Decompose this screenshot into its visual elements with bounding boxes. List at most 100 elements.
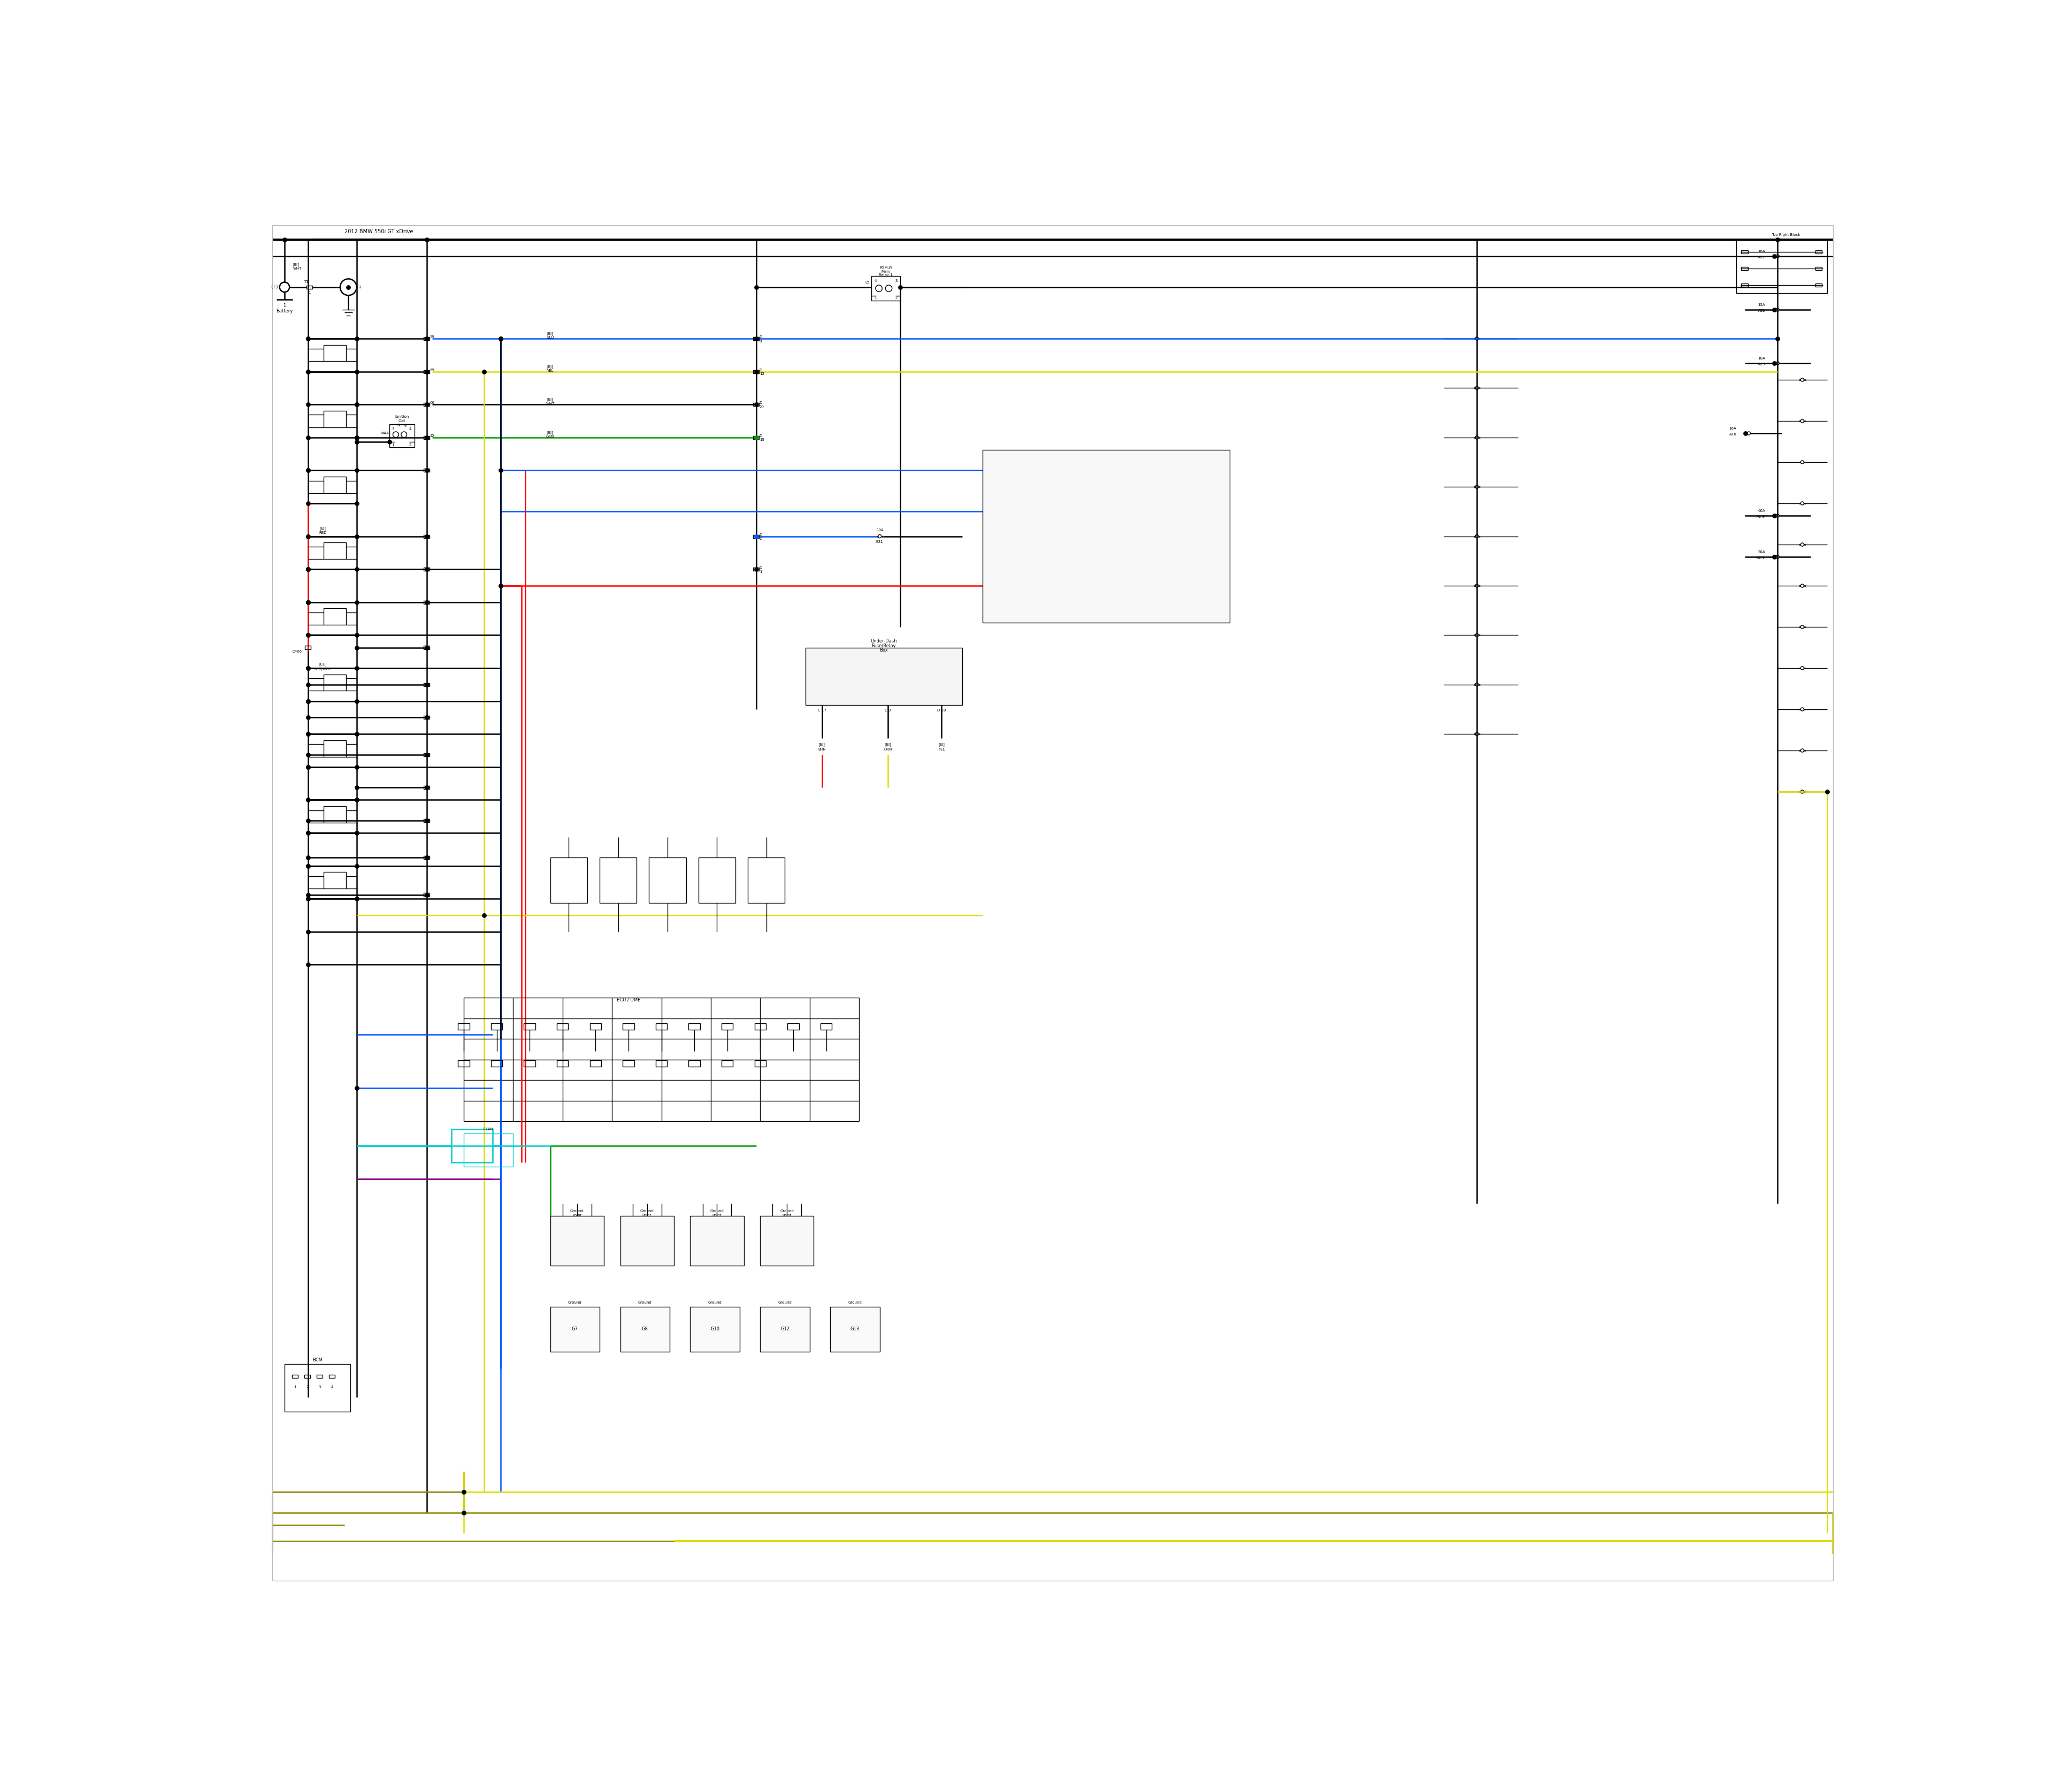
Point [292,753,325,781]
Text: Main: Main [881,271,889,274]
Text: Ground: Ground [711,1210,723,1213]
Point [411,844,444,873]
Text: 16A: 16A [1758,249,1764,253]
Bar [649,858,686,903]
Point [341,391,374,419]
Point [341,324,374,353]
Text: G1: G1 [357,285,362,289]
Point [1758,502,1791,530]
Text: 10A: 10A [875,529,883,532]
Point [292,588,325,616]
Point [292,457,325,486]
Point [292,740,325,769]
Bar [325,806,347,823]
Point [411,880,444,909]
Text: 20: 20 [760,405,764,409]
Bar [820,1023,832,1030]
Bar [589,1061,602,1066]
Point [292,819,325,848]
Point [411,588,444,616]
Point [1758,349,1791,378]
Point [739,521,772,550]
Point [411,423,444,452]
Point [448,1478,481,1507]
Bar [423,753,429,756]
Text: 66: 66 [429,401,435,405]
Bar [458,1061,470,1066]
Text: D: D [760,369,762,371]
Text: Ground: Ground [848,1301,863,1305]
Text: 50A: 50A [1758,550,1764,554]
Bar [423,568,429,572]
Point [411,457,444,486]
Bar [390,425,415,446]
Point [739,391,772,419]
Text: 1: 1 [283,303,286,308]
Bar [292,1374,298,1378]
Bar [622,1023,635,1030]
Text: G12: G12 [781,1326,789,1331]
Point [292,880,325,909]
Text: 42: 42 [429,434,435,437]
Point [411,521,444,550]
Bar [325,344,347,362]
Point [739,324,772,353]
Point [333,272,366,301]
Text: [EJ]: [EJ] [546,332,553,335]
Text: C 17: C 17 [817,708,826,711]
Text: Box: Box [879,649,887,652]
Point [883,272,916,301]
Point [448,1498,481,1527]
Text: BLU: BLU [546,337,555,339]
Text: 2: 2 [896,296,898,299]
Bar [325,740,347,756]
Point [341,426,374,455]
Point [292,785,325,814]
Text: 3: 3 [896,280,898,283]
Text: Point: Point [643,1213,651,1217]
Text: Top Right Block: Top Right Block [1771,233,1799,237]
Point [292,785,325,814]
Point [292,851,325,880]
Text: 1: 1 [294,1385,296,1389]
Point [411,357,444,385]
Text: BCM: BCM [312,1358,322,1362]
Bar [423,787,429,788]
Point [341,772,374,801]
Text: 1: 1 [875,296,877,299]
Point [341,1073,374,1102]
Point [292,950,325,978]
Bar [458,1023,470,1030]
Bar [982,450,1230,624]
Point [292,686,325,715]
Bar [316,1374,322,1378]
Text: Ground: Ground [781,1210,795,1213]
Bar [754,435,760,439]
Point [292,844,325,873]
Text: 2012 BMW 550i GT xDrive: 2012 BMW 550i GT xDrive [345,229,413,235]
Bar [423,600,429,604]
Point [341,686,374,715]
Point [411,556,444,584]
Bar [754,534,760,538]
Text: WHT: WHT [546,401,555,405]
Text: Relay 1: Relay 1 [879,274,893,276]
Point [292,620,325,649]
Text: GRN: GRN [546,435,555,439]
Text: 3: 3 [392,428,394,430]
Text: 8: 8 [760,339,762,342]
Bar [423,403,429,407]
Point [292,654,325,683]
Text: [EJ]: [EJ] [546,366,553,369]
Text: 4: 4 [409,428,411,430]
Bar [688,1061,700,1066]
Bar [423,470,429,471]
Point [292,588,325,616]
Bar [306,645,310,649]
Text: YEL: YEL [546,369,553,373]
Point [292,670,325,699]
Bar [325,543,347,559]
Bar [600,858,637,903]
Bar [1816,251,1822,254]
Bar [423,715,429,719]
